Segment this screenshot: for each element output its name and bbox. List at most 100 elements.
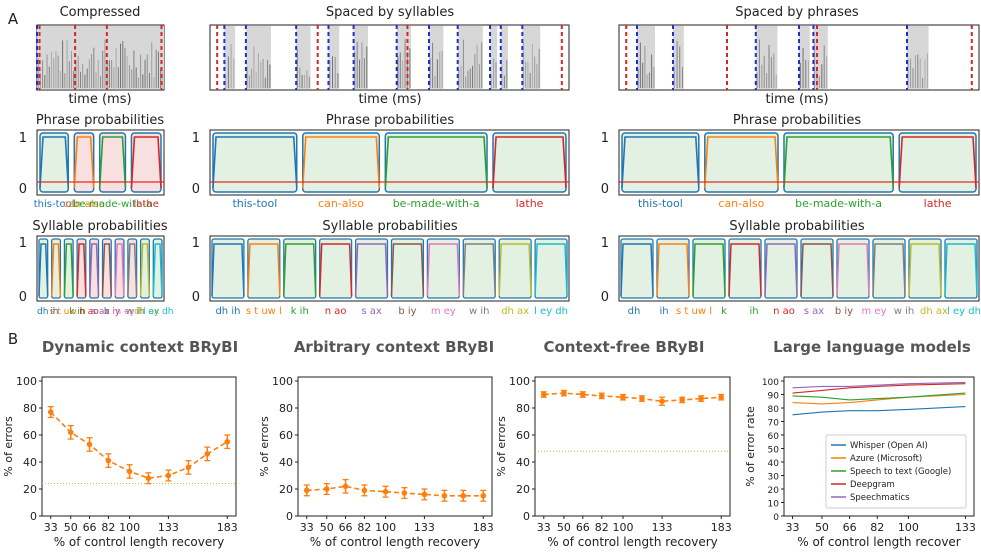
phrase-title: Phrase probabilities bbox=[733, 113, 862, 128]
y-tick-label: 0 bbox=[773, 513, 779, 523]
syllable-label: s t uw l bbox=[246, 306, 282, 317]
chart-2: Arbitrary context BRyBI 0 20 40 60 80 100 33 50 6… bbox=[258, 338, 494, 549]
syllable-label: k ih bbox=[291, 306, 309, 317]
y-tick-label: 20 bbox=[23, 483, 37, 496]
x-tick-label: 133 bbox=[652, 521, 673, 534]
syllable-ytick: 1 bbox=[19, 236, 27, 251]
spectrogram-segment bbox=[224, 26, 236, 89]
syllable-segment bbox=[692, 238, 726, 299]
spectrogram-title: Spaced by phrases bbox=[735, 5, 859, 20]
legend-entry: Speechmatics bbox=[850, 493, 910, 503]
data-point bbox=[382, 488, 389, 495]
legend-entry: Deepgram bbox=[850, 480, 895, 490]
spectrogram-segment bbox=[673, 26, 684, 89]
syllable-ytick: 0 bbox=[601, 290, 609, 305]
phrase-label: this-tool bbox=[34, 199, 75, 210]
syllable-probability-line bbox=[620, 243, 654, 297]
syllable-segment bbox=[944, 238, 978, 299]
phrase-probability-line bbox=[98, 136, 127, 189]
syllable-segment bbox=[764, 238, 798, 299]
phrase-probability-line bbox=[492, 136, 567, 189]
syllable-probability-line bbox=[63, 243, 74, 297]
y-tick-label: 80 bbox=[23, 402, 37, 415]
phrase-title: Phrase probabilities bbox=[326, 113, 455, 128]
x-tick-label: 82 bbox=[870, 521, 884, 534]
data-point bbox=[47, 409, 54, 415]
syllable-probability-line bbox=[764, 243, 798, 297]
syllable-label: b iy bbox=[104, 307, 121, 317]
data-point bbox=[224, 438, 231, 445]
syllable-title: Syllable probabilities bbox=[729, 219, 864, 234]
phrase-ytick: 0 bbox=[192, 182, 200, 197]
legend-entry: Azure (Microsoft) bbox=[850, 454, 922, 464]
syllable-probability-line bbox=[127, 243, 138, 297]
phrase-label: be-made-with-a bbox=[73, 199, 152, 210]
syllable-label: w ih bbox=[469, 306, 489, 317]
syllable-segment bbox=[283, 238, 317, 299]
phrase-ytick: 1 bbox=[192, 131, 200, 146]
phrase-probability-line bbox=[783, 136, 894, 189]
y-tick-label: 60 bbox=[23, 429, 37, 442]
chart-title: Context-free BRyBI bbox=[543, 338, 704, 356]
data-point bbox=[67, 429, 74, 436]
spectrogram-segment bbox=[813, 26, 828, 89]
syllable-label: s ax bbox=[361, 306, 382, 317]
y-tick-label: 40 bbox=[768, 459, 780, 469]
legend-entry: Whisper (Open AI) bbox=[850, 441, 928, 451]
syllable-segment bbox=[247, 238, 281, 299]
syllable-probability-line bbox=[908, 243, 942, 297]
phrase-segment bbox=[898, 132, 977, 193]
syllable-probability-line bbox=[38, 243, 49, 297]
chart-1: Dynamic context BRyBI 0 20 40 60 80 100 33 50 66 8… bbox=[2, 338, 238, 549]
spectrogram-xlabel: time (ms) bbox=[68, 92, 131, 107]
phrase-segment bbox=[384, 132, 488, 193]
syllable-probability-line bbox=[101, 243, 112, 297]
y-tick-label: 70 bbox=[768, 419, 780, 429]
panel-b-label: B bbox=[8, 330, 18, 348]
phrase-label: this-tool bbox=[638, 197, 683, 210]
phrase-probability-line bbox=[898, 136, 977, 189]
spectrogram-title: Spaced by syllables bbox=[326, 5, 455, 20]
data-point bbox=[561, 390, 567, 396]
syllable-segment bbox=[354, 238, 389, 299]
data-point bbox=[204, 451, 211, 457]
x-tick-label: 33 bbox=[44, 521, 58, 534]
phrase-ytick: 0 bbox=[19, 182, 27, 197]
phrase-segment bbox=[783, 132, 894, 193]
data-point bbox=[580, 391, 586, 398]
data-point bbox=[659, 398, 665, 405]
spectrogram-segment bbox=[755, 26, 778, 89]
data-point bbox=[401, 490, 408, 496]
syllable-label: dh ax bbox=[920, 306, 948, 317]
chart-title: Arbitrary context BRyBI bbox=[294, 338, 494, 356]
chart-title: Large language models bbox=[773, 338, 971, 356]
data-point bbox=[698, 395, 704, 402]
phrase-segment bbox=[492, 132, 567, 193]
x-tick-label: 33 bbox=[786, 521, 800, 534]
panel-a-column-2: Spaced by syllables time (ms) Phrase proba… bbox=[192, 5, 570, 317]
data-point bbox=[86, 441, 93, 448]
x-axis-label: % of control length recover bbox=[797, 535, 961, 549]
syllable-segment bbox=[498, 238, 532, 299]
syllable-segment bbox=[908, 238, 942, 299]
data-point bbox=[598, 393, 605, 399]
syllable-probability-line bbox=[462, 243, 496, 297]
x-tick-label: 50 bbox=[557, 521, 571, 534]
y-tick-label: 90 bbox=[768, 392, 780, 402]
spectrogram-segment bbox=[245, 26, 272, 89]
syllable-label: s ax bbox=[91, 307, 110, 317]
chart-title: Dynamic context BRyBI bbox=[42, 338, 238, 356]
y-tick-label: 60 bbox=[279, 429, 293, 442]
x-tick-label: 183 bbox=[473, 521, 494, 534]
syllable-probability-line bbox=[534, 243, 568, 297]
phrase-probability-line bbox=[301, 136, 381, 189]
x-tick-label: 33 bbox=[300, 521, 314, 534]
spectrogram-segment bbox=[353, 26, 368, 89]
syllable-label: w ih bbox=[894, 306, 914, 317]
chart-3: Context-free BRyBI 0 20 40 60 80 100 33 50 66 82 10… bbox=[495, 338, 732, 549]
syllable-probability-line bbox=[247, 243, 281, 297]
y-axis-label: % of error rate bbox=[744, 406, 757, 487]
syllable-label: n ao bbox=[773, 306, 795, 317]
data-point bbox=[679, 397, 685, 403]
